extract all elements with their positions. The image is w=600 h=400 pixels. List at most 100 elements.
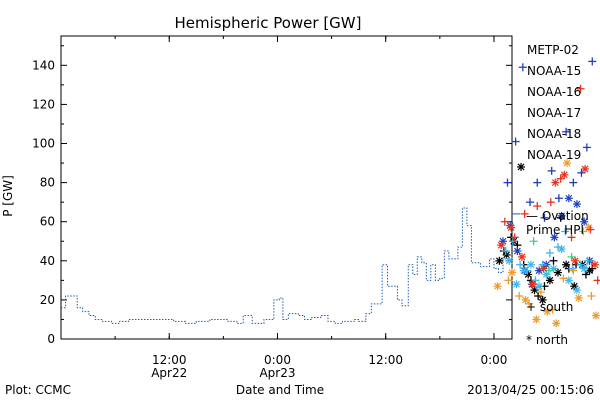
south-point: [586, 225, 595, 234]
south-point: [525, 299, 534, 308]
south-point: [561, 227, 570, 236]
north-point: [526, 260, 535, 269]
south-point: [569, 266, 578, 275]
x-tick-label: 12:00: [368, 353, 403, 367]
legend-entry: NOAA-17: [527, 106, 581, 120]
north-point: [584, 223, 593, 232]
south-point: [504, 276, 513, 285]
north-point: [551, 178, 560, 187]
south-point: [510, 233, 519, 242]
y-tick-label: 20: [40, 293, 55, 307]
y-axis: 0 20 40 60 80 100 120 140: [32, 45, 512, 346]
south-point: [540, 213, 549, 222]
y-tick-label: 140: [32, 58, 55, 72]
south-point: [559, 274, 568, 283]
south-point: [581, 270, 590, 279]
legend-entry: NOAA-15: [527, 64, 581, 78]
north-point: [507, 223, 516, 232]
south-point: [529, 237, 538, 246]
y-tick-label: 0: [47, 332, 55, 346]
south-point: [526, 198, 535, 207]
north-point: [580, 264, 589, 273]
north-point: [543, 307, 552, 316]
north-point: [539, 264, 548, 273]
north-point: [572, 286, 581, 295]
hpi-step-line: [61, 207, 520, 324]
south-point: [518, 63, 527, 72]
south-point: [500, 217, 509, 226]
north-point: [580, 217, 589, 226]
north-point: [552, 319, 561, 328]
ovation-label-2: Prime HPI: [526, 223, 584, 237]
north-point: [532, 315, 541, 324]
south-point: [562, 127, 571, 136]
legend-entry: NOAA-16: [527, 85, 581, 99]
y-tick-label: 80: [40, 176, 55, 190]
x-axis-label: Date and Time: [236, 383, 324, 397]
hpi-step-path: [61, 207, 512, 324]
north-point: [519, 266, 528, 275]
north-point: [517, 162, 526, 171]
north-point: [572, 200, 581, 209]
south-point: [546, 198, 555, 207]
south-point: [547, 166, 556, 175]
north-point: [591, 311, 600, 320]
south-point: [569, 178, 578, 187]
south-point: [588, 57, 597, 66]
north-point: [521, 295, 530, 304]
south-point: [533, 202, 542, 211]
north-point: [512, 280, 521, 289]
y-tick-label: 120: [32, 97, 55, 111]
north-point: [493, 282, 502, 291]
x-tick-sublabel: Apr23: [259, 366, 295, 380]
south-point: [501, 247, 510, 256]
north-point: [563, 159, 572, 168]
south-point: [568, 264, 577, 273]
legend: METP-02 NOAA-15 NOAA-16 NOAA-17 NOAA-18 NOAA-…: [527, 43, 581, 162]
north-point: [528, 280, 537, 289]
data-points: [493, 57, 600, 328]
north-point: [557, 245, 566, 254]
south-point: [576, 260, 585, 269]
south-point: [554, 194, 563, 203]
north-point: [574, 293, 583, 302]
north-point: [564, 276, 573, 285]
north-point: [564, 194, 573, 203]
south-point: [545, 248, 554, 257]
x-tick-sublabel: Apr22: [151, 366, 187, 380]
south-point: [554, 243, 563, 252]
south-point: [503, 178, 512, 187]
south-point: [520, 209, 529, 218]
x-tick-label: 12:00: [152, 353, 187, 367]
y-axis-label: P [GW]: [1, 175, 15, 217]
south-point: [593, 276, 600, 285]
north-point: [497, 241, 506, 250]
north-point: [495, 256, 504, 265]
south-point: [582, 143, 591, 152]
north-point: [557, 211, 566, 220]
north-point: [581, 164, 590, 173]
legend-entry: METP-02: [527, 43, 579, 57]
x-tick-label: 0:00: [264, 353, 291, 367]
south-point: [567, 252, 576, 261]
north-point: [571, 256, 580, 265]
north-point: [517, 252, 526, 261]
south-point: [516, 260, 525, 269]
south-point: [556, 174, 565, 183]
north-point: [560, 170, 569, 179]
legend-north: * north: [526, 333, 568, 347]
y-tick-label: 100: [32, 137, 55, 151]
legend-entry: NOAA-18: [527, 127, 581, 141]
plot-frame: [60, 35, 513, 340]
north-point: [549, 264, 558, 273]
legend-entry: NOAA-19: [527, 148, 581, 162]
south-point: [577, 168, 586, 177]
north-point: [545, 276, 554, 285]
north-point: [550, 233, 559, 242]
north-point: [562, 260, 571, 269]
chart-title: Hemispheric Power [GW]: [175, 14, 362, 32]
north-point: [513, 247, 522, 256]
south-point: [583, 256, 592, 265]
